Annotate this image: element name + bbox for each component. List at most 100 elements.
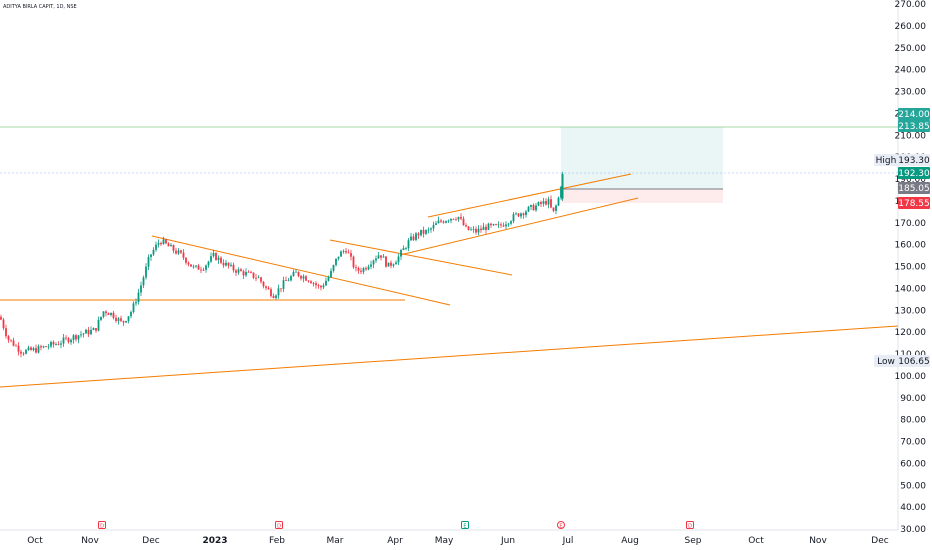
candle <box>480 225 482 233</box>
candle <box>405 246 407 251</box>
candle <box>95 327 97 333</box>
candle <box>70 338 72 345</box>
profit-zone <box>561 127 723 189</box>
candle <box>252 272 255 280</box>
candle <box>497 221 500 229</box>
price-tags: 214.00213.85193.30High192.30185.05178.55… <box>874 108 930 367</box>
candle <box>180 249 182 254</box>
candle <box>7 335 10 343</box>
candle <box>360 267 362 275</box>
candle <box>212 249 215 258</box>
price-tag-value: 214.00 <box>898 110 930 120</box>
candle <box>452 218 455 221</box>
time-axis[interactable]: Oct Nov Dec 2023 Feb Mar Apr May Jun Jul Aug Sep Oct… <box>27 536 889 546</box>
candle <box>220 256 222 265</box>
candle <box>65 335 67 341</box>
candle <box>540 200 542 208</box>
candle <box>225 259 227 267</box>
candle <box>407 237 410 252</box>
candle <box>285 276 287 281</box>
candle <box>355 264 357 272</box>
candle <box>55 342 57 346</box>
candle <box>152 247 155 256</box>
candle <box>305 274 307 281</box>
candle <box>487 222 490 231</box>
time-tick-label: Jul <box>562 536 574 546</box>
event-marker-icon[interactable]: E <box>557 521 565 530</box>
stop-price-tag: 178.55 <box>898 197 930 209</box>
candle <box>207 260 210 268</box>
candle <box>110 312 112 317</box>
candle <box>310 280 312 284</box>
candle <box>362 266 365 275</box>
event-marker-icon[interactable]: D <box>275 521 283 530</box>
symbol-title: ADITYA BIRLA CAPIT, 1D, NSE <box>3 4 77 10</box>
candle <box>455 217 457 221</box>
price-tick-label: 240.00 <box>895 66 927 76</box>
price-tick-label: 80.00 <box>900 416 926 426</box>
time-tick-label: Dec <box>871 536 888 546</box>
time-tick-label: Mar <box>327 536 344 546</box>
candle <box>125 320 127 324</box>
candle <box>560 185 562 201</box>
candle <box>307 280 310 283</box>
entry-price-tag: 185.05 <box>898 182 930 194</box>
candle <box>282 276 285 292</box>
candle <box>257 275 260 279</box>
candle <box>50 340 52 349</box>
candle <box>485 224 487 234</box>
candle <box>45 345 47 348</box>
candle <box>190 264 192 267</box>
candle <box>122 320 125 326</box>
candle <box>200 266 202 274</box>
candle <box>157 239 160 248</box>
candle <box>162 236 165 245</box>
candle <box>60 340 62 349</box>
candle <box>297 271 300 278</box>
candle <box>107 312 110 315</box>
svg-text:D: D <box>277 524 281 530</box>
candle <box>430 227 432 233</box>
price-axis[interactable]: 270.00260.00250.00240.00230.00220.00210.… <box>895 0 927 535</box>
candle <box>290 274 292 282</box>
candle <box>85 328 87 334</box>
candle <box>462 216 465 226</box>
candle <box>330 268 332 279</box>
event-marker-icon[interactable]: D <box>98 521 106 530</box>
candle <box>2 317 5 331</box>
candle <box>140 281 142 296</box>
candle <box>527 205 530 213</box>
candle <box>25 348 27 355</box>
time-tick-label: Aug <box>621 536 639 546</box>
candle <box>510 220 512 226</box>
candle <box>237 267 240 275</box>
candle <box>425 229 427 236</box>
candle <box>367 264 370 271</box>
candle <box>165 238 167 245</box>
candle <box>375 255 377 263</box>
candle <box>475 226 477 235</box>
candle <box>302 274 305 283</box>
price-tag-value: 185.05 <box>898 184 930 194</box>
event-marker-icon[interactable]: E <box>461 521 469 530</box>
candle <box>352 255 355 269</box>
candle <box>287 277 290 282</box>
event-marker-icon[interactable]: D <box>686 521 694 530</box>
candle <box>10 339 12 343</box>
candle <box>227 262 230 269</box>
candle <box>442 220 445 224</box>
price-tick-label: 230.00 <box>895 88 927 98</box>
candle <box>17 342 20 356</box>
candle <box>315 281 317 289</box>
trendlines <box>0 173 899 388</box>
candle <box>507 222 510 227</box>
candle <box>92 327 95 331</box>
candle <box>52 340 55 348</box>
price-tick-label: 130.00 <box>895 306 927 316</box>
candle <box>545 198 547 206</box>
candle <box>205 264 207 273</box>
time-tick-label: Nov <box>809 536 827 546</box>
candle <box>520 212 522 219</box>
